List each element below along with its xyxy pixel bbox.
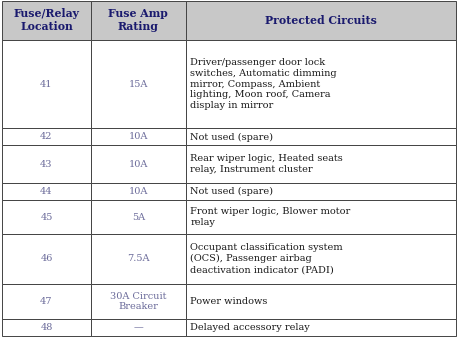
Bar [91, 146, 186, 183]
Bar [186, 1, 456, 40]
Bar [91, 1, 186, 40]
Text: 47: 47 [40, 297, 53, 306]
Bar [186, 128, 456, 146]
Bar [2, 128, 91, 146]
Text: 44: 44 [40, 187, 53, 196]
Bar [186, 200, 456, 234]
Text: Fuse/Relay
Location: Fuse/Relay Location [13, 8, 80, 32]
Bar [2, 234, 91, 283]
Text: 10A: 10A [129, 187, 148, 196]
Text: 10A: 10A [129, 160, 148, 169]
Text: 45: 45 [40, 213, 53, 221]
Text: 42: 42 [40, 132, 53, 142]
Bar [2, 183, 91, 200]
Text: Not used (spare): Not used (spare) [191, 132, 273, 142]
Text: Fuse Amp
Rating: Fuse Amp Rating [109, 8, 168, 32]
Text: Not used (spare): Not used (spare) [191, 187, 273, 196]
Text: 15A: 15A [129, 80, 148, 89]
Bar [186, 183, 456, 200]
Bar [91, 234, 186, 283]
Bar [186, 146, 456, 183]
Text: Delayed accessory relay: Delayed accessory relay [191, 323, 310, 332]
Bar [91, 319, 186, 336]
Bar [186, 234, 456, 283]
Bar [2, 283, 91, 319]
Text: 5A: 5A [132, 213, 145, 221]
Bar [2, 40, 91, 128]
Bar [186, 283, 456, 319]
Text: Power windows: Power windows [191, 297, 268, 306]
Bar [186, 319, 456, 336]
Bar [2, 146, 91, 183]
Text: 46: 46 [40, 254, 53, 263]
Bar [186, 40, 456, 128]
Bar [91, 200, 186, 234]
Text: 48: 48 [40, 323, 53, 332]
Text: 10A: 10A [129, 132, 148, 142]
Text: —: — [133, 323, 143, 332]
Text: Front wiper logic, Blower motor
relay: Front wiper logic, Blower motor relay [191, 207, 351, 227]
Text: 30A Circuit
Breaker: 30A Circuit Breaker [110, 292, 167, 311]
Bar [91, 183, 186, 200]
Bar [91, 40, 186, 128]
Text: Occupant classification system
(OCS), Passenger airbag
deactivation indicator (P: Occupant classification system (OCS), Pa… [191, 243, 343, 274]
Text: 41: 41 [40, 80, 53, 89]
Text: 7.5A: 7.5A [127, 254, 150, 263]
Text: Driver/passenger door lock
switches, Automatic dimming
mirror, Compass, Ambient
: Driver/passenger door lock switches, Aut… [191, 58, 337, 110]
Bar [91, 128, 186, 146]
Text: 43: 43 [40, 160, 53, 169]
Bar [2, 319, 91, 336]
Text: Protected Circuits: Protected Circuits [265, 15, 377, 26]
Bar [2, 1, 91, 40]
Text: Rear wiper logic, Heated seats
relay, Instrument cluster: Rear wiper logic, Heated seats relay, In… [191, 154, 343, 174]
Bar [2, 200, 91, 234]
Bar [91, 283, 186, 319]
